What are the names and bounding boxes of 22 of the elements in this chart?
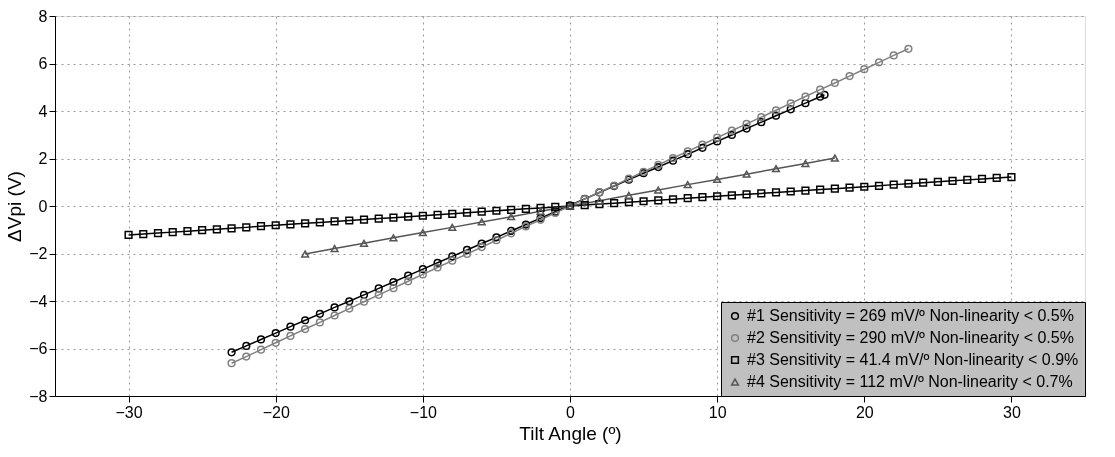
y-tick-label: 6 (38, 55, 48, 72)
x-axis-title: Tilt Angle (º) (519, 422, 622, 444)
x-tick-label: −30 (115, 403, 143, 421)
x-tick-label: 0 (566, 403, 576, 421)
x-tick-label: 30 (1003, 403, 1021, 421)
y-tick-label: 4 (38, 102, 48, 120)
y-tick-label: −2 (29, 245, 48, 262)
y-tick-label: 0 (38, 197, 48, 215)
x-tick-label: −10 (409, 403, 438, 421)
legend-label: #3 Sensitivity = 41.4 mV/º Non-linearity < 0.9% (747, 351, 1079, 368)
y-axis-title: ΔVpi (V) (4, 171, 26, 242)
x-tick-label: −20 (262, 403, 290, 421)
y-tick-label: 2 (38, 150, 48, 167)
legend-label: #4 Sensitivity = 112 mV/º Non-linearity < 0.7% (747, 373, 1073, 390)
y-tick-label: −4 (29, 292, 48, 310)
y-tick-label: 8 (38, 7, 48, 25)
legend-label: #2 Sensitivity = 290 mV/º Non-linearity < 0.5% (747, 329, 1074, 346)
x-tick-label: 20 (855, 403, 874, 421)
y-tick-label: −8 (29, 387, 48, 405)
y-tick-label: −6 (29, 340, 48, 357)
legend-label: #1 Sensitivity = 269 mV/º Non-linearity < 0.5% (747, 307, 1074, 324)
x-tick-label: 10 (708, 403, 727, 421)
